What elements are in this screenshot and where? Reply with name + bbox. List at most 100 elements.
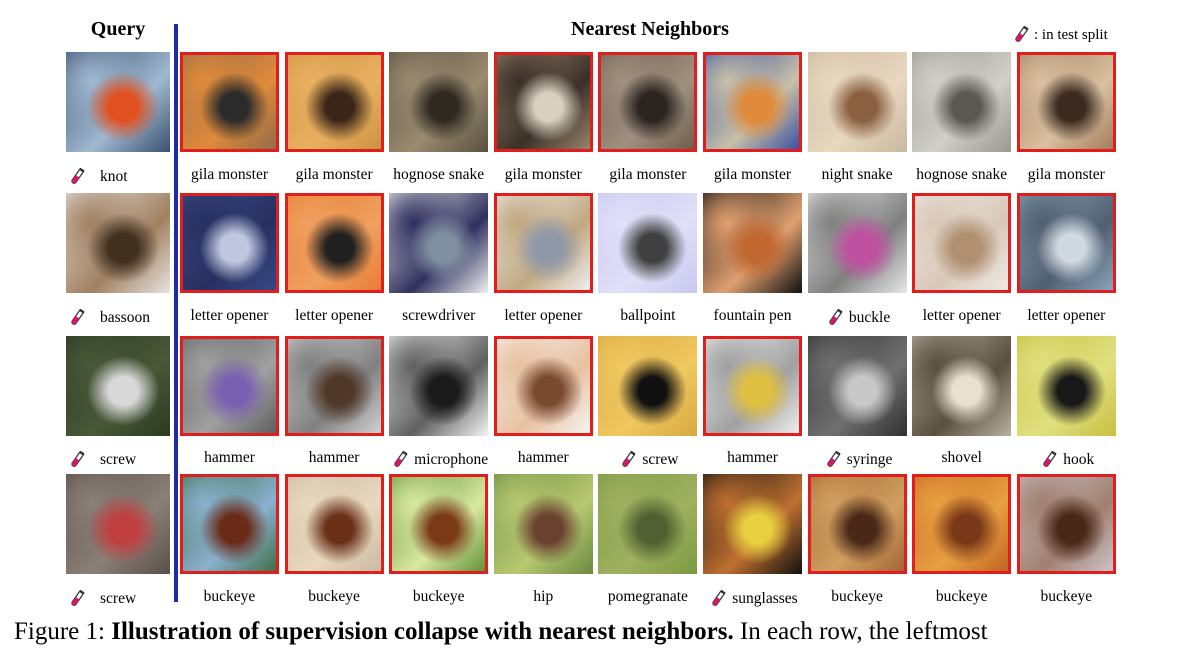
neighbor-label: gila monster bbox=[174, 166, 285, 184]
neighbor-label: letter opener bbox=[488, 307, 599, 325]
neighbor-label-text: buckeye bbox=[1040, 588, 1093, 605]
neighbor-image bbox=[284, 193, 384, 293]
neighbor-image bbox=[1016, 474, 1116, 574]
neighbor-image bbox=[1016, 52, 1116, 152]
neighbor-label: hognose snake bbox=[383, 166, 494, 184]
neighbor-image bbox=[703, 52, 802, 152]
query-cell: knot bbox=[66, 52, 170, 185]
neighbor-label: fountain pen bbox=[697, 307, 808, 325]
query-cell: bassoon bbox=[66, 193, 170, 326]
neighbor-image bbox=[807, 474, 907, 574]
neighbor-cell: buckeye bbox=[180, 474, 279, 605]
neighbor-image bbox=[180, 52, 279, 152]
neighbor-label-text: buckeye bbox=[831, 588, 883, 605]
neighbor-cell: letter opener bbox=[1016, 193, 1116, 324]
neighbor-image bbox=[493, 336, 593, 436]
neighbor-label: gila monster bbox=[279, 166, 390, 184]
neighbor-label-text: microphone bbox=[414, 451, 489, 468]
query-cell: screw bbox=[66, 336, 170, 468]
neighbor-cell: sunglasses bbox=[703, 474, 802, 607]
neighbor-label: ballpoint bbox=[592, 307, 703, 325]
query-image bbox=[66, 193, 170, 293]
neighbor-label: gila monster bbox=[697, 166, 808, 184]
neighbor-cell: pomegranate bbox=[598, 474, 698, 605]
neighbor-label-text: pomegranate bbox=[607, 588, 688, 605]
neighbor-label-text: letter opener bbox=[504, 307, 583, 324]
neighbor-label: gila monster bbox=[1011, 166, 1122, 184]
neighbor-image bbox=[284, 336, 384, 436]
query-image bbox=[66, 52, 170, 152]
neighbor-cell: gila monster bbox=[1016, 52, 1116, 183]
neighbor-label-text: hammer bbox=[204, 449, 255, 466]
neighbor-cell: buckeye bbox=[807, 474, 907, 605]
neighbor-image bbox=[1016, 336, 1116, 436]
neighbor-label-text: letter opener bbox=[1027, 307, 1106, 324]
neighbor-label: microphone bbox=[383, 449, 494, 471]
neighbor-label: gila monster bbox=[488, 166, 599, 184]
neighbor-label: hammer bbox=[279, 449, 390, 467]
neighbor-image bbox=[389, 52, 489, 152]
neighbor-label-text: hip bbox=[533, 588, 554, 605]
neighbor-label: buckeye bbox=[279, 588, 390, 606]
neighbor-label-text: letter opener bbox=[190, 307, 269, 324]
neighbor-label-text: gila monster bbox=[713, 166, 792, 183]
neighbor-cell: gila monster bbox=[598, 52, 698, 183]
neighbor-image bbox=[912, 193, 1012, 293]
neighbor-image bbox=[912, 474, 1012, 574]
neighbor-cell: buckle bbox=[807, 193, 907, 326]
test-tube-icon bbox=[66, 449, 88, 471]
neighbor-label: letter opener bbox=[279, 307, 390, 325]
query-cell: screw bbox=[66, 474, 170, 607]
neighbor-label-text: gila monster bbox=[504, 166, 582, 183]
neighbor-label: screwdriver bbox=[383, 307, 494, 325]
neighbor-image bbox=[703, 336, 802, 436]
neighbor-cell: hognose snake bbox=[912, 52, 1012, 183]
neighbor-cell: screwdriver bbox=[389, 193, 489, 324]
neighbor-cell: hognose snake bbox=[389, 52, 489, 183]
test-tube-icon bbox=[707, 588, 729, 610]
neighbor-image bbox=[703, 474, 802, 574]
column-divider bbox=[174, 24, 178, 602]
neighbor-cell: screw bbox=[598, 336, 698, 468]
neighbor-label-text: fountain pen bbox=[713, 307, 792, 324]
neighbor-label: hammer bbox=[488, 449, 599, 467]
neighbor-label-text: buckeye bbox=[203, 588, 256, 605]
neighbor-cell: buckeye bbox=[284, 474, 384, 605]
neighbor-label: buckeye bbox=[802, 588, 913, 606]
neighbor-label: buckeye bbox=[383, 588, 494, 606]
test-tube-icon bbox=[389, 449, 411, 471]
neighbor-label: buckle bbox=[802, 307, 913, 329]
query-label-text: screw bbox=[100, 590, 137, 607]
neighbor-label-text: hognose snake bbox=[916, 166, 1008, 183]
test-tube-icon bbox=[1038, 449, 1060, 471]
neighbor-image bbox=[389, 474, 489, 574]
neighbor-image bbox=[598, 474, 698, 574]
neighbor-cell: hip bbox=[493, 474, 593, 605]
query-label: bassoon bbox=[66, 307, 176, 329]
neighbor-label-text: sunglasses bbox=[732, 590, 798, 607]
neighbor-label: shovel bbox=[906, 449, 1017, 467]
neighbor-label: hook bbox=[1011, 449, 1122, 471]
test-tube-icon bbox=[66, 166, 88, 188]
neighbor-label-text: gila monster bbox=[609, 166, 687, 183]
caption-prefix: Figure 1: bbox=[14, 618, 112, 645]
neighbor-cell: gila monster bbox=[284, 52, 384, 183]
query-label: knot bbox=[66, 166, 176, 188]
neighbor-cell: buckeye bbox=[1016, 474, 1116, 605]
neighbor-label-text: hammer bbox=[517, 449, 569, 466]
figure-caption: Figure 1: Illustration of supervision co… bbox=[14, 618, 1179, 646]
neighbor-label: gila monster bbox=[592, 166, 703, 184]
neighbor-label-text: buckeye bbox=[935, 588, 988, 605]
neighbor-label-text: night snake bbox=[821, 166, 893, 183]
test-split-legend: : in test split bbox=[1010, 24, 1108, 46]
neighbor-label: night snake bbox=[802, 166, 913, 184]
neighbor-cell: gila monster bbox=[180, 52, 279, 183]
neighbor-image bbox=[807, 52, 907, 152]
neighbor-label: pomegranate bbox=[592, 588, 703, 606]
neighbor-label-text: buckle bbox=[848, 309, 891, 326]
neighbor-label-text: hammer bbox=[727, 449, 778, 466]
neighbor-label-text: letter opener bbox=[295, 307, 374, 324]
neighbor-label: syringe bbox=[802, 449, 913, 471]
neighbor-label: hammer bbox=[697, 449, 808, 467]
caption-rest: In each row, the leftmost bbox=[733, 618, 988, 645]
